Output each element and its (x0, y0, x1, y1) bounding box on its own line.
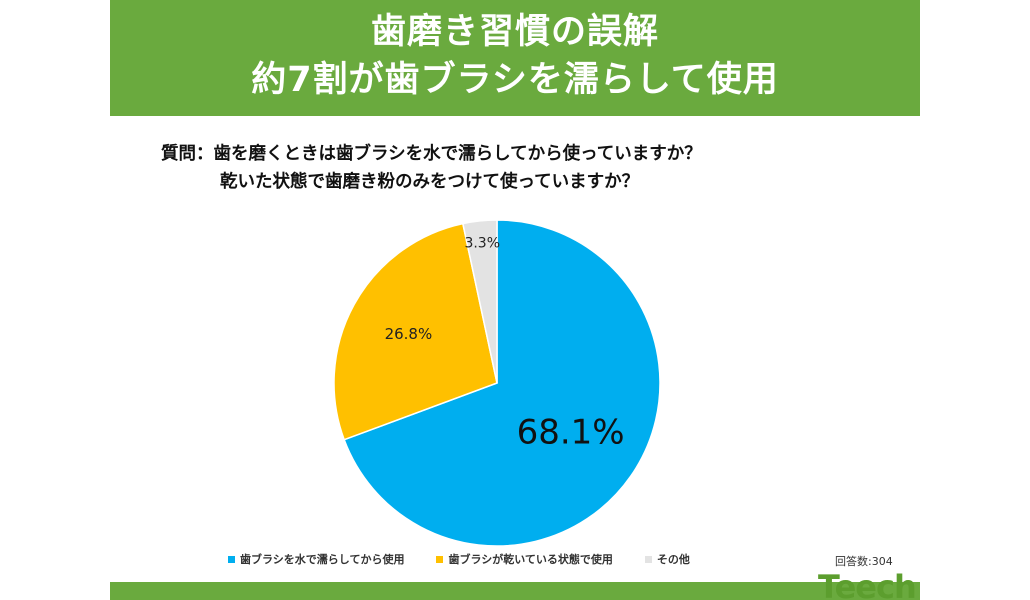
pie-slice-3 (461, 219, 498, 384)
legend-label-2: 歯ブラシが乾いている状態で使用 (448, 553, 613, 566)
teech-logo: Teech (818, 568, 916, 600)
data-label-2: 26.8% (385, 325, 433, 343)
legend-item-2: 歯ブラシが乾いている状態で使用 (436, 551, 613, 567)
pie-slice-2 (333, 222, 498, 441)
legend-swatch-3 (644, 555, 652, 563)
data-label-3: 3.3% (464, 236, 500, 252)
legend-swatch-2 (436, 555, 444, 563)
legend-item-1: 歯ブラシを水で濡らしてから使用 (228, 551, 404, 567)
survey-question-line-1: 質問：歯を磨くときは歯ブラシを水で濡らしてから使っていますか？ (161, 144, 702, 164)
legend-item-3: その他 (644, 551, 690, 567)
footer-bar (110, 582, 920, 600)
data-label-1: 68.1% (517, 413, 625, 453)
legend-label-1: 歯ブラシを水で濡らしてから使用 (240, 553, 405, 566)
survey-question-line-2: 乾いた状態で歯磨き粉のみをつけて使っていますか？ (220, 172, 640, 192)
respondent-count: 回答数:304 (835, 555, 893, 568)
legend-label-3: その他 (656, 553, 690, 566)
chart-title-line-1: 歯磨き習慣の誤解 (370, 12, 659, 52)
chart-title-line-2: 約7割が歯ブラシを濡らして使用 (251, 60, 779, 100)
pie-slice-1 (343, 219, 661, 547)
survey-question: 質問：歯を磨くときは歯ブラシを水で濡らしてから使っていますか？ 乾いた状態で歯磨… (150, 140, 890, 196)
title-banner: 歯磨き習慣の誤解 約7割が歯ブラシを濡らして使用 (110, 0, 920, 116)
chart-legend: 歯ブラシを水で濡らしてから使用 歯ブラシが乾いている状態で使用 その他 (228, 550, 722, 568)
legend-swatch-1 (228, 555, 235, 563)
